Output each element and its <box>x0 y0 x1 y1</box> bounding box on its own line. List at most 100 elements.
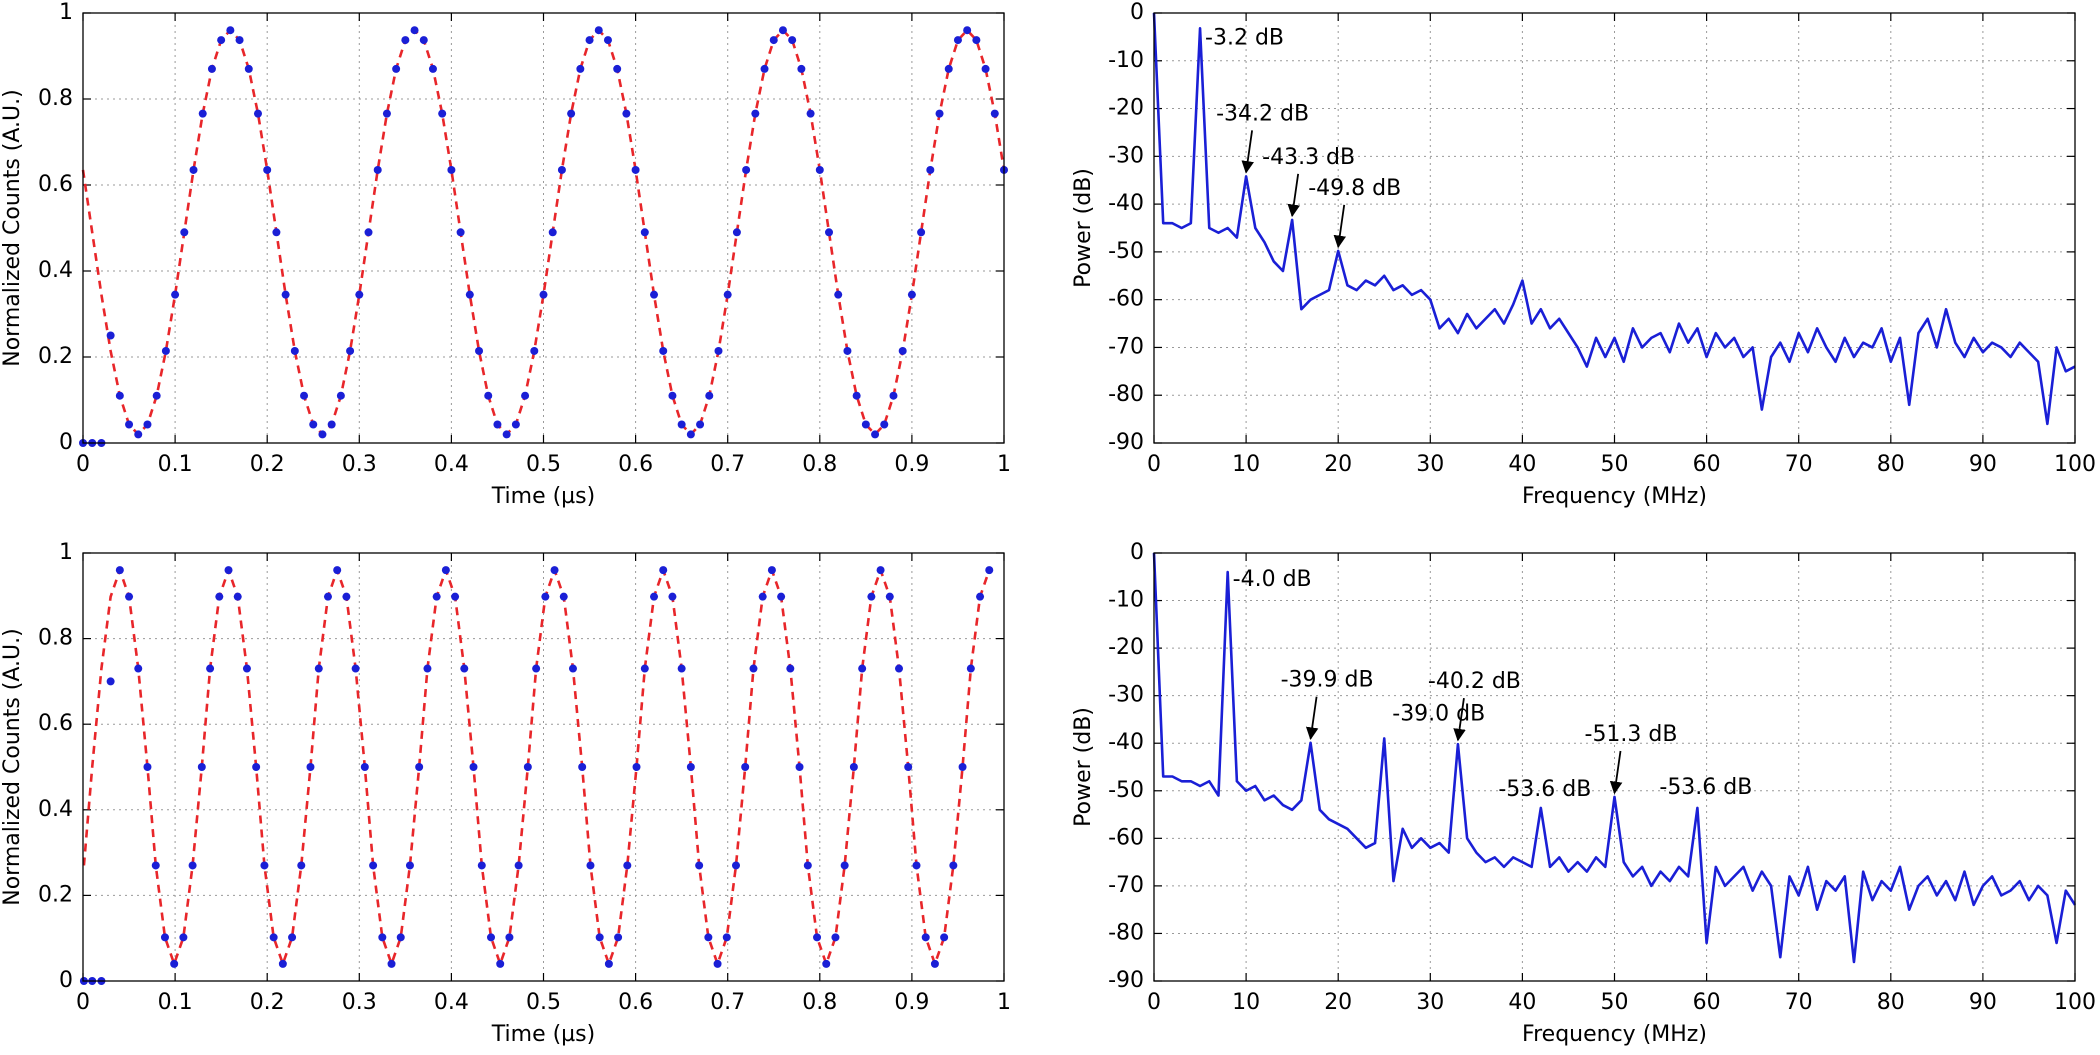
data-point <box>813 933 822 942</box>
data-point <box>614 933 623 942</box>
data-point <box>106 677 115 686</box>
x-tick-label: 0.4 <box>434 990 469 1015</box>
y-axis-label: Power (dB) <box>1071 707 1096 827</box>
data-point <box>788 36 797 45</box>
x-tick-label: 0.4 <box>434 452 469 477</box>
data-point <box>963 26 972 35</box>
y-tick-label: -60 <box>1108 825 1144 850</box>
x-tick-label: 0.2 <box>250 452 285 477</box>
data-point <box>825 228 834 237</box>
data-point <box>447 165 456 174</box>
data-point <box>751 109 760 118</box>
data-point <box>217 36 226 45</box>
data-point <box>760 64 769 73</box>
data-point <box>143 420 152 429</box>
data-point <box>180 228 189 237</box>
data-point <box>290 346 299 355</box>
data-point <box>441 566 450 575</box>
y-tick-label: -70 <box>1108 873 1144 898</box>
data-point <box>795 763 804 771</box>
x-tick-label: 30 <box>1416 452 1444 477</box>
y-tick-label: -30 <box>1108 143 1144 168</box>
data-point <box>134 430 143 439</box>
data-point <box>686 430 695 439</box>
data-point <box>907 290 916 299</box>
data-point <box>640 228 649 237</box>
data-point <box>323 592 332 601</box>
data-point <box>532 664 541 673</box>
data-point <box>949 861 958 870</box>
data-point <box>134 664 143 673</box>
data-point <box>849 763 858 771</box>
data-point <box>613 64 622 73</box>
data-point <box>797 64 806 73</box>
data-point <box>306 763 315 771</box>
x-tick-label: 80 <box>1877 452 1905 477</box>
data-point <box>235 36 244 45</box>
data-point <box>451 592 460 601</box>
data-point <box>686 763 695 771</box>
data-point <box>749 664 758 673</box>
data-point <box>115 391 124 400</box>
x-tick-label: 0.3 <box>342 990 377 1015</box>
data-point <box>360 763 369 771</box>
x-tick-label: 0.7 <box>710 452 745 477</box>
data-point <box>622 109 631 118</box>
data-point <box>926 165 935 174</box>
data-point <box>396 933 405 942</box>
data-point <box>514 861 523 870</box>
subplot: 0 10 20 30 40 50 60 70 80 90 100 -90 -80 -70 -60 -50 -40… <box>1071 540 2096 1047</box>
x-tick-label: 0.3 <box>342 452 377 477</box>
x-tick-label: 100 <box>2054 452 2096 477</box>
data-point <box>958 763 967 771</box>
data-point <box>207 64 216 73</box>
data-point <box>981 64 990 73</box>
data-point <box>803 861 812 870</box>
data-point <box>260 861 269 870</box>
data-point <box>171 290 180 299</box>
data-point <box>475 346 484 355</box>
y-axis-label: Normalized Counts (A.U.) <box>0 628 25 905</box>
data-point <box>594 26 603 35</box>
annotation: -4.0 dB <box>1233 567 1312 592</box>
x-tick-label: 0.2 <box>250 990 285 1015</box>
data-point <box>382 109 391 118</box>
y-tick-label: -10 <box>1108 588 1144 613</box>
data-point <box>815 165 824 174</box>
x-tick-label: 0.6 <box>618 990 653 1015</box>
y-axis-label: Power (dB) <box>1071 168 1096 288</box>
annotation-arrow <box>1333 204 1347 249</box>
data-point <box>106 331 115 340</box>
x-tick-label: 50 <box>1601 990 1629 1015</box>
x-tick-label: 10 <box>1232 452 1260 477</box>
data-point <box>502 430 511 439</box>
data-point <box>410 26 419 35</box>
data-point <box>548 228 557 237</box>
data-point <box>530 346 539 355</box>
data-point <box>206 664 215 673</box>
data-point <box>834 290 843 299</box>
data-point <box>300 391 309 400</box>
y-tick-label: 0 <box>59 968 73 993</box>
data-point <box>786 664 795 673</box>
data-point <box>170 959 179 968</box>
data-point <box>880 420 889 429</box>
data-point <box>867 592 876 601</box>
data-point <box>769 36 778 45</box>
data-point <box>288 933 297 942</box>
data-point <box>585 36 594 45</box>
series-line <box>1152 552 2077 964</box>
x-tick-label: 60 <box>1693 452 1721 477</box>
x-tick-label: 60 <box>1693 990 1721 1015</box>
x-tick-label: 0 <box>1147 990 1161 1015</box>
data-point <box>333 566 342 575</box>
data-point <box>861 420 870 429</box>
data-point <box>559 592 568 601</box>
x-tick-label: 0.7 <box>710 990 745 1015</box>
x-tick-label: 70 <box>1785 990 1813 1015</box>
data-point <box>568 664 577 673</box>
x-tick-label: 40 <box>1508 990 1536 1015</box>
plot-area <box>1154 553 2075 981</box>
data-point <box>550 566 559 575</box>
